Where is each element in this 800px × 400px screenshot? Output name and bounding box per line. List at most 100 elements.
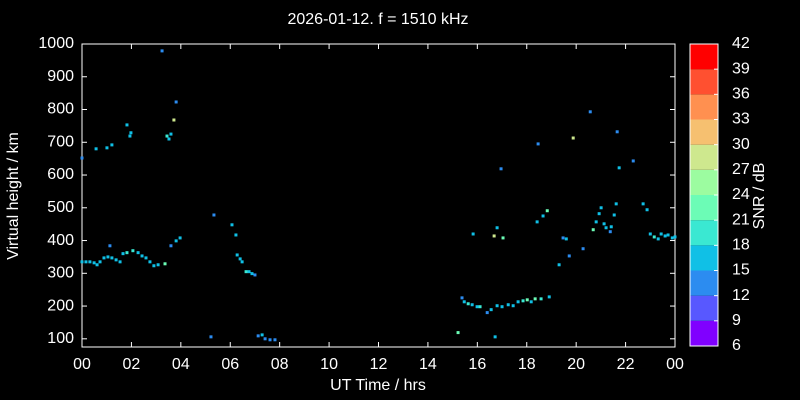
- point: [110, 143, 114, 147]
- point: [652, 235, 656, 239]
- point: [645, 208, 649, 212]
- colorbar-tick-label: 18: [732, 237, 750, 254]
- point: [470, 303, 474, 307]
- point: [80, 260, 84, 264]
- x-axis-label: UT Time / hrs: [330, 377, 426, 394]
- point: [612, 213, 616, 217]
- point: [466, 302, 470, 306]
- point: [545, 209, 549, 213]
- point: [256, 334, 260, 338]
- colorbar-segment: [690, 119, 718, 145]
- x-tick-label: 22: [617, 356, 635, 373]
- point: [663, 234, 667, 238]
- x-tick-label: 20: [567, 356, 585, 373]
- y-tick-label: 200: [47, 297, 74, 314]
- x-tick-label: 00: [666, 356, 684, 373]
- point: [263, 337, 267, 341]
- y-tick-label: 300: [47, 265, 74, 282]
- colorbar-tick-label: 24: [732, 186, 750, 203]
- point: [666, 233, 670, 237]
- point: [178, 236, 182, 240]
- point: [609, 225, 613, 229]
- x-tick-label: 12: [370, 356, 388, 373]
- point: [581, 247, 585, 251]
- point: [98, 260, 102, 264]
- colorbar-tick-label: 21: [732, 211, 750, 228]
- point: [604, 226, 608, 230]
- point: [160, 49, 164, 53]
- point: [673, 235, 677, 239]
- point: [602, 222, 606, 226]
- point: [80, 156, 84, 160]
- colorbar-tick-label: 39: [732, 60, 750, 77]
- colorbar-tick-label: 33: [732, 111, 750, 128]
- x-tick-label: 10: [320, 356, 338, 373]
- point: [571, 136, 575, 140]
- point: [462, 300, 466, 304]
- colorbar-tick-label: 30: [732, 136, 750, 153]
- colorbar-segment: [690, 69, 718, 95]
- y-tick-label: 1000: [38, 35, 74, 52]
- point: [169, 132, 173, 136]
- chart-title: 2026-01-12. f = 1510 kHz: [287, 11, 468, 28]
- point: [121, 252, 125, 256]
- point: [148, 260, 152, 264]
- colorbar-segment: [690, 144, 718, 170]
- point: [247, 270, 251, 274]
- point: [84, 260, 88, 264]
- point: [536, 142, 540, 146]
- point: [495, 304, 499, 308]
- point: [88, 260, 92, 264]
- colorbar-segment: [690, 320, 718, 346]
- point: [460, 296, 464, 300]
- point: [588, 110, 592, 114]
- point: [597, 212, 601, 216]
- point: [94, 147, 98, 151]
- point: [564, 237, 568, 241]
- point: [617, 166, 621, 170]
- y-tick-label: 400: [47, 232, 74, 249]
- colorbar-tick-label: 42: [732, 35, 750, 52]
- point: [591, 228, 595, 232]
- point: [485, 311, 489, 315]
- point: [230, 223, 234, 227]
- point: [268, 338, 272, 342]
- point: [118, 260, 122, 264]
- point: [174, 100, 178, 104]
- point: [163, 262, 167, 266]
- point: [495, 226, 499, 230]
- point: [456, 331, 460, 335]
- point: [501, 236, 505, 240]
- point: [529, 300, 533, 304]
- point: [557, 263, 561, 267]
- point: [631, 159, 635, 163]
- point: [156, 263, 160, 267]
- point: [169, 244, 173, 248]
- point: [489, 308, 493, 312]
- x-tick-label: 04: [172, 356, 190, 373]
- point: [516, 300, 520, 304]
- y-tick-label: 700: [47, 133, 74, 150]
- point: [136, 251, 140, 255]
- point: [615, 130, 619, 134]
- y-tick-label: 800: [47, 101, 74, 118]
- point: [475, 305, 479, 309]
- colorbar-segment: [690, 169, 718, 195]
- point: [95, 263, 99, 267]
- point: [234, 233, 238, 237]
- point: [659, 232, 663, 236]
- point: [140, 254, 144, 258]
- colorbar-segment: [690, 195, 718, 221]
- point: [614, 202, 618, 206]
- point: [499, 167, 503, 171]
- point: [273, 338, 277, 342]
- colorbar-segment: [690, 295, 718, 321]
- point: [567, 254, 571, 258]
- colorbar-segment: [690, 220, 718, 246]
- point: [125, 123, 129, 127]
- colorbar-label: SNR / dB: [751, 163, 768, 230]
- point: [92, 261, 96, 265]
- point: [102, 256, 106, 260]
- point: [114, 258, 118, 262]
